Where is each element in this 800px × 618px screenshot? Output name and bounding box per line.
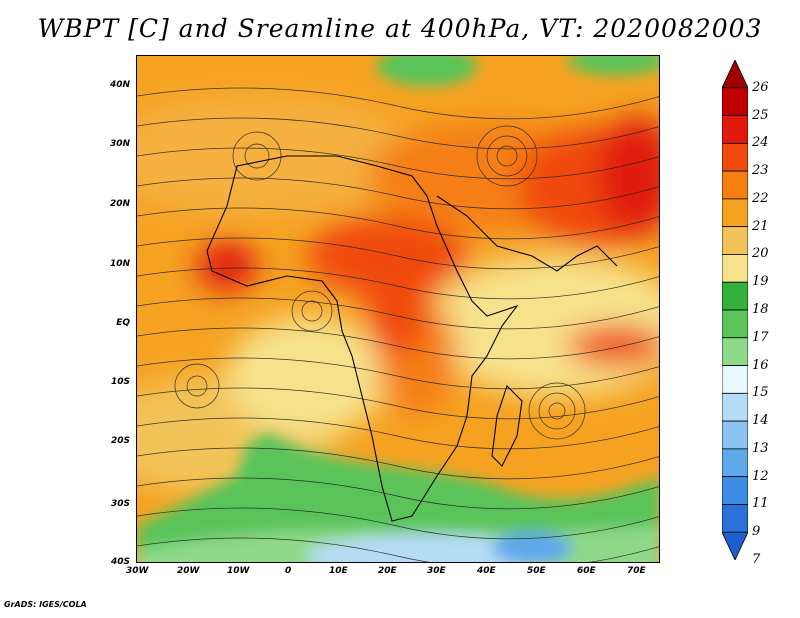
- colorbar-label-18: 18: [752, 302, 769, 317]
- colorbar-segment-21: [722, 198, 748, 228]
- colorbar-segment-20: [722, 226, 748, 255]
- colorbar-label-23: 23: [752, 163, 769, 179]
- colorbar-label-14: 14: [752, 413, 769, 429]
- lon-label-20e: 20E: [378, 566, 397, 576]
- lon-label-40e: 40E: [477, 566, 496, 576]
- colorbar-label-22: 22: [752, 190, 769, 206]
- grads-credit: GrADS: IGES/COLA: [4, 600, 87, 609]
- lat-label-20n: 20N: [109, 199, 130, 209]
- lon-label-70e: 70E: [627, 566, 646, 576]
- colorbar-segment-16: [722, 337, 748, 366]
- colorbar-segment-11: [722, 476, 748, 505]
- colorbar-label-9: 9: [752, 524, 761, 540]
- colorbar-label-21: 21: [752, 218, 769, 234]
- colorbar-segment-15: [722, 365, 748, 394]
- lon-label-60e: 60E: [577, 566, 596, 576]
- colorbar: [722, 60, 748, 560]
- lat-label-10n: 10N: [109, 259, 130, 269]
- colorbar-label-25: 25: [752, 107, 769, 123]
- lon-label-30e: 30E: [427, 566, 446, 576]
- colorbar-label-19: 19: [752, 274, 769, 290]
- colorbar-segment-26: [722, 60, 748, 89]
- colorbar-segment-22: [722, 170, 748, 200]
- colorbar-segment-19: [722, 254, 748, 283]
- colorbar-segment-17: [722, 309, 748, 339]
- colorbar-segment-24: [722, 115, 748, 144]
- colorbar-label-17: 17: [752, 329, 769, 345]
- lat-label-40s: 40S: [110, 557, 130, 567]
- colorbar-segment-7: [722, 531, 748, 560]
- lat-label-20s: 20S: [110, 436, 130, 446]
- streamlines: [137, 87, 659, 562]
- colorbar-label-13: 13: [752, 440, 769, 456]
- colorbar-label-15: 15: [752, 385, 769, 401]
- lon-label-0: 0: [285, 566, 292, 576]
- lon-label-20w: 20W: [177, 566, 200, 576]
- colorbar-segment-18: [722, 281, 748, 311]
- colorbar-label-20: 20: [752, 246, 769, 262]
- lat-label-40n: 40N: [109, 80, 130, 90]
- colorbar-label-24: 24: [752, 135, 769, 151]
- lon-label-30w: 30W: [126, 566, 149, 576]
- lat-label-eq: EQ: [116, 318, 130, 328]
- lon-label-10e: 10E: [329, 566, 348, 576]
- colorbar-segment-13: [722, 420, 748, 450]
- lat-label-30s: 30S: [110, 499, 130, 509]
- colorbar-segment-23: [722, 142, 748, 172]
- colorbar-label-11: 11: [752, 496, 769, 512]
- colorbar-segment-12: [722, 448, 748, 478]
- coastlines: [206, 155, 618, 522]
- colorbar-segment-14: [722, 392, 748, 422]
- map-title: WBPT [C] and Sreamline at 400hPa, VT: 20…: [37, 14, 763, 43]
- colorbar-label-7: 7: [752, 552, 761, 567]
- colorbar-segment-25: [722, 87, 748, 116]
- colorbar-label-16: 16: [752, 357, 769, 373]
- green-region: [137, 56, 659, 562]
- colorbar-segment-9: [722, 504, 748, 533]
- lon-label-10w: 10W: [227, 566, 250, 576]
- lat-label-30n: 30N: [109, 139, 130, 149]
- lat-label-10s: 10S: [110, 377, 130, 387]
- colorbar-label-26: 26: [752, 79, 769, 95]
- map-panel: [136, 55, 660, 563]
- lon-label-50e: 50E: [527, 566, 546, 576]
- map-field: [137, 56, 659, 562]
- colorbar-label-12: 12: [752, 468, 769, 484]
